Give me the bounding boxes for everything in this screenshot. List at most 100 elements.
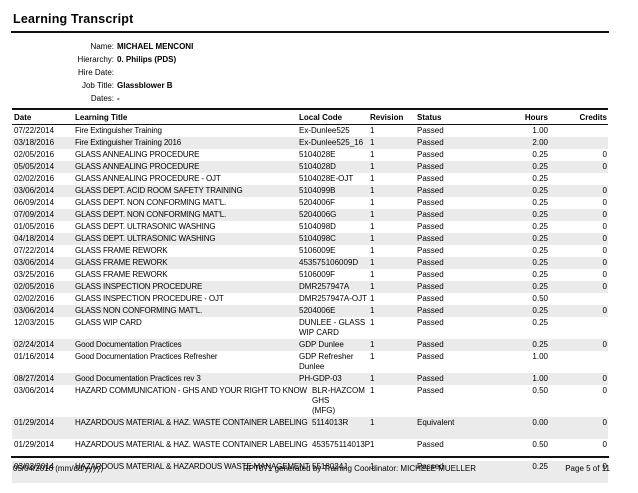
cell-local-code: DMR257947A [299, 282, 350, 291]
cell-credits [549, 173, 608, 185]
table-row: 02/05/2016 GLASS INSPECTION PROCEDURE DMR2… [12, 281, 608, 293]
cell-revision: 1 [370, 462, 375, 471]
cell-local-code: DMR257947A-OJT [299, 294, 368, 303]
cell-revision: 1 [370, 150, 375, 159]
cell-revision: 1 [370, 306, 375, 315]
cell-date: 01/05/2016 [14, 222, 55, 231]
cell-date: 03/06/2014 [14, 386, 55, 395]
cell-hours: 1.00 [532, 126, 548, 135]
table-row: 12/03/2015 GLASS WIP CARD DUNLEE - GLASS W… [12, 317, 608, 339]
cell-title: GLASS ANNEALING PROCEDURE [75, 150, 200, 159]
column-header-revision: Revision [368, 108, 415, 125]
cell-title: GLASS INSPECTION PROCEDURE [75, 282, 203, 291]
cell-date: 04/18/2014 [14, 234, 55, 243]
cell-hours: 0.25 [532, 340, 548, 349]
cell-status: Equivalent [417, 418, 455, 427]
cell-date: 06/09/2014 [14, 198, 55, 207]
cell-title: Good Documentation Practices rev 3 [75, 374, 201, 383]
cell-status: Passed [417, 270, 444, 279]
column-header-local-code: Local Code [297, 108, 368, 125]
cell-credits [549, 317, 608, 339]
cell-local-code: 453575114013P [312, 440, 371, 449]
cell-status: Passed [417, 162, 444, 171]
cell-title: HAZARDOUS MATERIAL & HAZ. WASTE CONTAINE… [75, 440, 308, 449]
table-row: 07/22/2014 GLASS FRAME REWORK 5106009E 1 Pas… [12, 245, 608, 257]
cell-hours: 0.25 [532, 270, 548, 279]
cell-status: Passed [417, 294, 444, 303]
cell-status: Passed [417, 340, 444, 349]
cell-hours: 0.50 [532, 440, 548, 449]
cell-revision: 1 [370, 210, 375, 219]
employee-meta: Name: MICHAEL MENCONI Hierarchy: 0. Phil… [12, 40, 194, 105]
cell-hours: 1.00 [532, 352, 548, 361]
cell-status: Passed [417, 234, 444, 243]
cell-title: GLASS DEPT. ULTRASONIC WASHING [75, 222, 216, 231]
table-row: 02/24/2014 Good Documentation Practices GD… [12, 339, 608, 351]
cell-revision: 1 [370, 186, 375, 195]
cell-local-code: DUNLEE - GLASS WIP CARD [299, 318, 366, 337]
cell-status: Passed [417, 462, 444, 471]
table-row: 07/09/2014 GLASS DEPT. NON CONFORMING MAT… [12, 209, 608, 221]
cell-status: Passed [417, 186, 444, 195]
cell-hours: 0.25 [532, 198, 548, 207]
cell-local-code: 5104028E-OJT [299, 174, 354, 183]
cell-revision: 1 [370, 126, 375, 135]
cell-date: 01/29/2014 [14, 440, 55, 449]
column-header-status: Status [415, 108, 500, 125]
column-header-hours: Hours [500, 108, 549, 125]
cell-status: Passed [417, 246, 444, 255]
cell-date: 02/05/2016 [14, 150, 55, 159]
cell-credits: 0 [602, 210, 607, 219]
cell-hours: 1.00 [532, 374, 548, 383]
cell-hours: 0.25 [532, 246, 548, 255]
cell-revision: 1 [370, 174, 375, 183]
cell-date: 03/06/2014 [14, 306, 55, 315]
footer-page-number: Page 5 of 11 [565, 464, 610, 473]
table-row: 03/06/2014 GLASS FRAME REWORK 453575106009… [12, 257, 608, 269]
cell-credits: 0 [602, 258, 607, 267]
job-title-label: Job Title: [81, 81, 114, 90]
cell-hours: 0.25 [532, 282, 548, 291]
cell-title: GLASS INSPECTION PROCEDURE - OJT [75, 294, 224, 303]
table-row: 01/05/2016 GLASS DEPT. ULTRASONIC WASHING… [12, 221, 608, 233]
cell-status: Passed [417, 352, 444, 361]
meta-row-dates: Dates: - [12, 92, 193, 105]
meta-row-hire-date: Hire Date: [12, 66, 193, 79]
cell-status: Passed [417, 174, 444, 183]
cell-local-code: 5106009E [299, 246, 336, 255]
cell-revision: 1 [370, 418, 375, 427]
cell-status: Passed [417, 282, 444, 291]
cell-date: 07/09/2014 [14, 210, 55, 219]
cell-status: Passed [417, 374, 444, 383]
cell-local-code: 5204006G [299, 210, 337, 219]
cell-hours: 0.25 [532, 162, 548, 171]
footer-run-date: 05/04/2016 (mm/dd/yyyy) [13, 464, 104, 473]
cell-status: Passed [417, 210, 444, 219]
cell-revision: 1 [370, 440, 375, 449]
cell-credits: 0 [602, 186, 607, 195]
cell-revision: 1 [370, 318, 375, 327]
cell-local-code: 5104028E [299, 150, 336, 159]
column-header-credits: Credits [549, 108, 608, 125]
cell-credits: 0 [602, 306, 607, 315]
table-row: 01/29/2014 HAZARDOUS MATERIAL & HAZ. WAST… [12, 439, 608, 461]
cell-local-code: GDP Dunlee [299, 340, 344, 349]
cell-title: GLASS FRAME REWORK [75, 258, 168, 267]
cell-local-code: 5104028D [299, 162, 336, 171]
cell-revision: 1 [370, 162, 375, 171]
cell-date: 03/06/2014 [14, 258, 55, 267]
cell-local-code: 453575106009D [299, 258, 359, 267]
cell-date: 01/16/2014 [14, 352, 55, 361]
cell-local-code: 5204006F [299, 198, 336, 207]
cell-title: HAZARDOUS MATERIAL & HAZARDOUS WASTE MAN… [75, 462, 310, 471]
cell-credits: 0 [602, 234, 607, 243]
cell-hours: 0.25 [532, 150, 548, 159]
cell-credits: 0 [602, 340, 607, 349]
cell-local-code: Ex-Dunlee525 [299, 126, 350, 135]
cell-hours: 0.25 [532, 210, 548, 219]
cell-title: GLASS ANNEALING PROCEDURE - OJT [75, 174, 221, 183]
cell-status: Passed [417, 258, 444, 267]
cell-status: Passed [417, 198, 444, 207]
cell-credits: 0 [602, 440, 607, 449]
cell-local-code: BLR-HAZCOM GHS (MFG) [312, 386, 365, 415]
